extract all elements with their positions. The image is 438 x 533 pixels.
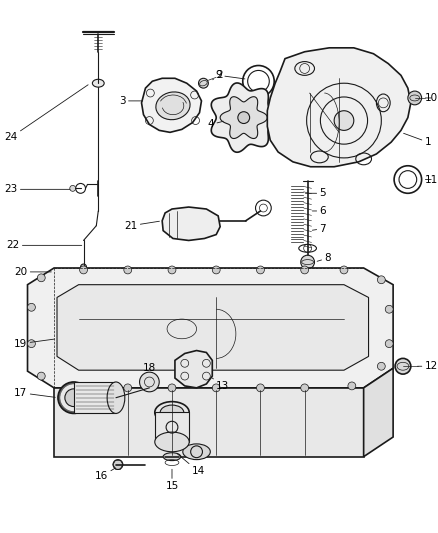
Circle shape [238, 112, 250, 124]
Text: 21: 21 [124, 221, 159, 231]
Text: 13: 13 [212, 378, 230, 391]
Circle shape [124, 266, 132, 274]
Circle shape [395, 358, 411, 374]
Text: 19: 19 [14, 338, 54, 349]
Ellipse shape [107, 382, 125, 414]
Circle shape [80, 384, 88, 392]
Polygon shape [54, 388, 364, 457]
Text: 17: 17 [14, 388, 55, 398]
Circle shape [37, 274, 45, 282]
Text: 16: 16 [95, 468, 116, 481]
Text: 5: 5 [305, 188, 326, 198]
Polygon shape [141, 78, 201, 132]
Polygon shape [211, 83, 279, 152]
Circle shape [28, 303, 35, 311]
Circle shape [81, 264, 86, 270]
Text: 22: 22 [7, 240, 82, 251]
Circle shape [408, 91, 422, 105]
Text: 15: 15 [166, 469, 179, 491]
Text: 1: 1 [403, 133, 431, 147]
Circle shape [168, 266, 176, 274]
Text: 6: 6 [312, 206, 326, 216]
Text: 24: 24 [4, 85, 88, 142]
Polygon shape [74, 382, 116, 414]
Ellipse shape [160, 405, 184, 420]
Ellipse shape [163, 453, 181, 461]
Polygon shape [364, 368, 393, 457]
Circle shape [80, 266, 88, 274]
Circle shape [140, 372, 159, 392]
Circle shape [385, 340, 393, 348]
Circle shape [301, 384, 309, 392]
Circle shape [334, 111, 354, 131]
Ellipse shape [156, 92, 190, 120]
Circle shape [257, 384, 265, 392]
Polygon shape [57, 285, 368, 370]
Circle shape [301, 266, 309, 274]
Text: 3: 3 [119, 96, 143, 106]
Circle shape [198, 78, 208, 88]
Circle shape [113, 459, 123, 470]
Text: 9: 9 [215, 70, 245, 80]
Circle shape [28, 340, 35, 348]
Circle shape [385, 305, 393, 313]
Circle shape [212, 384, 220, 392]
Circle shape [70, 185, 76, 191]
Circle shape [378, 362, 385, 370]
Circle shape [257, 266, 265, 274]
Text: 2: 2 [213, 70, 223, 80]
Text: 18: 18 [143, 363, 156, 373]
Text: 23: 23 [4, 184, 70, 195]
Text: 8: 8 [317, 253, 331, 263]
Circle shape [168, 384, 176, 392]
Circle shape [340, 266, 348, 274]
Text: 10: 10 [424, 93, 438, 103]
Ellipse shape [58, 382, 89, 414]
Text: 12: 12 [417, 361, 438, 372]
Circle shape [65, 389, 82, 407]
Circle shape [301, 255, 314, 269]
Circle shape [378, 276, 385, 284]
Polygon shape [162, 207, 220, 240]
Ellipse shape [92, 79, 104, 87]
Circle shape [348, 382, 356, 390]
Ellipse shape [155, 402, 189, 423]
Ellipse shape [155, 432, 189, 452]
Polygon shape [175, 351, 212, 388]
Ellipse shape [183, 444, 210, 459]
Text: 7: 7 [312, 224, 326, 233]
Circle shape [212, 266, 220, 274]
Polygon shape [220, 96, 267, 139]
Polygon shape [267, 48, 411, 167]
Circle shape [37, 372, 45, 380]
Text: 20: 20 [14, 267, 51, 277]
Text: 11: 11 [424, 174, 438, 184]
Text: 14: 14 [177, 454, 205, 477]
Circle shape [124, 384, 132, 392]
Polygon shape [28, 268, 393, 388]
Polygon shape [155, 413, 189, 442]
Text: 4: 4 [208, 119, 223, 130]
